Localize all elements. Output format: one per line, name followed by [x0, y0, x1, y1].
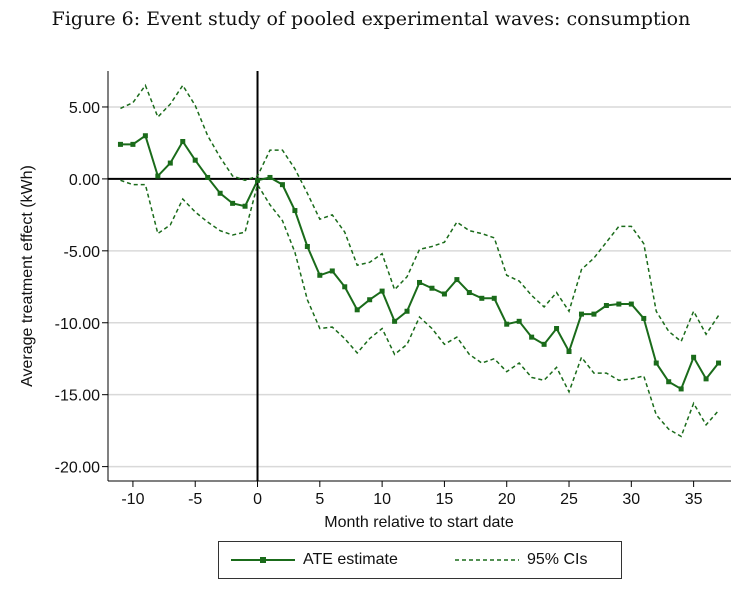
ate-point: [379, 288, 385, 294]
y-tick-label: 0.00: [69, 172, 100, 189]
x-tick-label: 30: [622, 491, 640, 508]
ate-point: [479, 295, 485, 301]
ate-point: [429, 285, 435, 291]
ci-lower-line: [120, 179, 720, 438]
legend-ci-label: 95% CIs: [527, 551, 588, 568]
ate-point: [541, 341, 547, 347]
x-tick-label: 5: [315, 491, 324, 508]
ate-point: [516, 318, 522, 324]
ate-point: [354, 307, 360, 313]
ate-point: [329, 268, 335, 274]
ate-point: [591, 311, 597, 317]
ate-point: [130, 141, 136, 147]
x-tick-label: -5: [188, 491, 202, 508]
plot-area: [108, 71, 731, 481]
ate-point: [304, 244, 310, 250]
ate-point: [578, 311, 584, 317]
ate-point: [142, 133, 148, 139]
ate-point: [292, 208, 298, 214]
ate-point: [491, 295, 497, 301]
legend-ate-swatch: [231, 557, 295, 563]
y-tick-label: 5.00: [69, 100, 100, 117]
ate-point: [691, 354, 697, 360]
ate-point: [230, 200, 236, 206]
x-tick-label: 25: [560, 491, 578, 508]
ate-point: [628, 301, 634, 307]
ate-point: [192, 157, 198, 163]
x-tick-label: 0: [253, 491, 262, 508]
x-tick-label: 15: [436, 491, 454, 508]
x-tick-label: 20: [498, 491, 516, 508]
ate-point: [267, 174, 273, 180]
ate-point: [167, 160, 173, 166]
series-group: [117, 83, 722, 438]
x-tick-label: -10: [121, 491, 144, 508]
y-tick-label: -10.00: [55, 316, 100, 333]
legend-item-ci: 95% CIs: [455, 542, 587, 578]
ate-point: [716, 360, 722, 366]
reference-lines: [108, 71, 731, 481]
figure-title: Figure 6: Event study of pooled experime…: [51, 8, 691, 30]
ate-point: [504, 321, 510, 327]
y-tick-label: -5.00: [64, 244, 101, 261]
ate-point: [454, 277, 460, 283]
x-axis-title: Month relative to start date: [324, 514, 514, 531]
ate-point: [255, 177, 261, 183]
y-tick-label: -15.00: [55, 388, 100, 405]
event-study-chart: 5.00 0.00 -5.00 -10.00 -15.00 -20.00 -10 -5 0 5 10…: [19, 71, 731, 531]
ate-point: [554, 326, 560, 332]
ate-point: [367, 297, 373, 303]
x-tick-label: 35: [685, 491, 703, 508]
ate-point: [417, 279, 422, 285]
ate-point: [342, 284, 348, 290]
ate-point: [703, 376, 709, 382]
ate-point: [217, 190, 223, 196]
ate-point: [666, 379, 672, 385]
ate-point: [279, 182, 285, 188]
ate-point: [180, 138, 186, 144]
ate-point: [529, 334, 535, 340]
y-tick-label: -20.00: [55, 460, 100, 477]
ci-upper-line: [120, 83, 720, 343]
legend-ci-swatch: [455, 559, 519, 561]
ate-point: [653, 360, 659, 366]
ate-point: [441, 291, 447, 297]
legend: ATE estimate 95% CIs: [218, 541, 622, 579]
ate-point: [616, 301, 622, 307]
axes: 5.00 0.00 -5.00 -10.00 -15.00 -20.00 -10 -5 0 5 10…: [55, 71, 731, 508]
ate-point: [641, 315, 647, 321]
ate-point: [392, 318, 398, 324]
legend-item-ate: ATE estimate: [231, 542, 398, 578]
legend-ate-label: ATE estimate: [303, 551, 398, 568]
ate-point: [404, 308, 410, 314]
x-tick-label: 10: [373, 491, 391, 508]
ate-point: [603, 302, 609, 308]
ate-point: [678, 386, 684, 392]
ate-point: [242, 203, 248, 209]
ate-point: [466, 290, 472, 296]
ate-point: [117, 141, 123, 147]
y-axis-title: Average treatment effect (kWh): [19, 165, 36, 387]
ate-point: [155, 173, 161, 179]
ate-point: [317, 272, 323, 278]
ate-point: [205, 174, 211, 180]
ate-point: [566, 349, 572, 355]
